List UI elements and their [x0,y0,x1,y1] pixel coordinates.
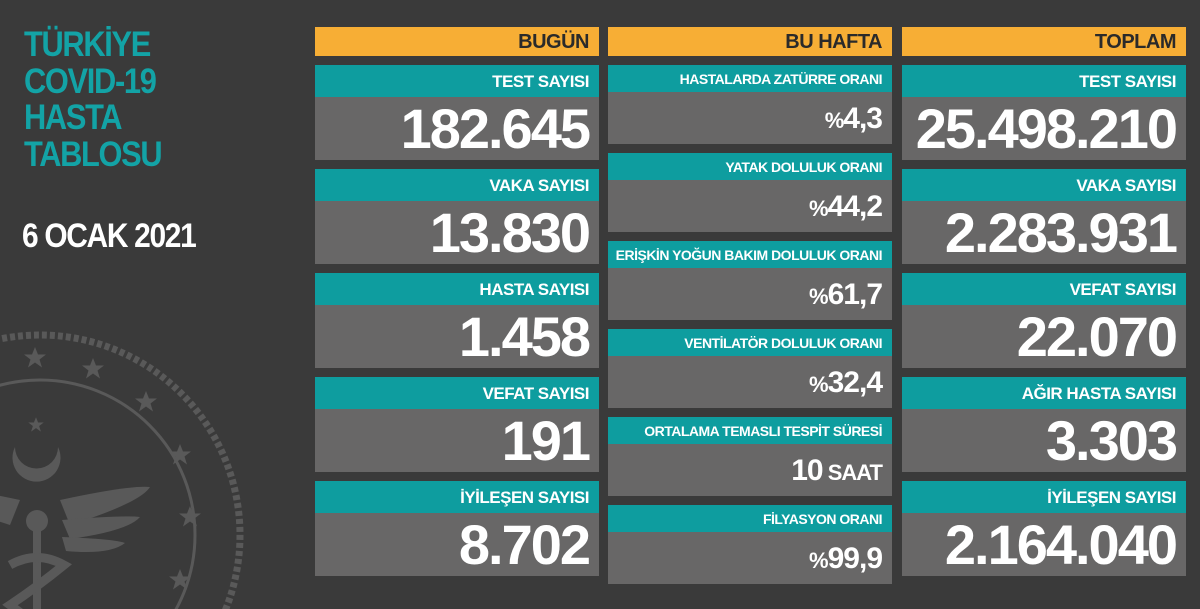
card-label: FİLYASYON ORANI [608,505,892,532]
card-label: AĞIR HASTA SAYISI [902,377,1186,409]
today-patient-card: HASTA SAYISI 1.458 [315,273,599,368]
week-filiation-card: FİLYASYON ORANI %99,9 [608,505,892,584]
percent-sign: % [809,548,829,573]
title-line-3: HASTA [24,98,123,137]
card-value: 182.645 [315,97,599,160]
week-header: BU HAFTA [608,27,892,56]
card-label: VAKA SAYISI [315,169,599,201]
card-value: %4,3 [608,92,892,144]
week-contact-detection-time-card: ORTALAMA TEMASLI TESPİT SÜRESİ 10 SAAT [608,417,892,496]
total-test-card: TEST SAYISI 25.498.210 [902,65,1186,160]
card-label: HASTA SAYISI [315,273,599,305]
card-value: 25.498.210 [902,97,1186,160]
unit-label: SAAT [822,460,883,485]
card-label: TEST SAYISI [315,65,599,97]
card-label: TEST SAYISI [902,65,1186,97]
card-label: VEFAT SAYISI [902,273,1186,305]
value-number: 32,4 [827,366,883,399]
total-case-card: VAKA SAYISI 2.283.931 [902,169,1186,264]
title-panel: TÜRKİYE COVID-19 HASTA TABLOSU 6 OCAK 20… [0,0,310,609]
card-value: 8.702 [315,513,599,576]
card-value: 1.458 [315,305,599,368]
page-title: TÜRKİYE COVID-19 HASTA TABLOSU [24,25,163,174]
percent-sign: % [809,284,829,309]
card-label: ORTALAMA TEMASLI TESPİT SÜRESİ [608,417,892,444]
card-value: 10 SAAT [608,444,892,496]
today-header: BUGÜN [315,27,599,56]
value-number: 4,3 [843,102,883,135]
card-value: 3.303 [902,409,1186,472]
total-severe-patient-card: AĞIR HASTA SAYISI 3.303 [902,377,1186,472]
ministry-emblem-icon [0,331,244,609]
percent-sign: % [824,108,845,133]
card-label: İYİLEŞEN SAYISI [315,481,599,513]
card-value: 2.164.040 [902,513,1186,576]
title-line-2: COVID-19 [24,61,157,101]
card-label: HASTALARDA ZATÜRRE ORANI [608,65,892,92]
value-number: 99,9 [827,542,883,575]
week-icu-occupancy-card: ERİŞKİN YOĞUN BAKIM DOLULUK ORANI %61,7 [608,241,892,320]
card-value: 2.283.931 [902,201,1186,264]
today-column: BUGÜN TEST SAYISI 182.645 VAKA SAYISI 13… [315,27,599,585]
week-bed-occupancy-card: YATAK DOLULUK ORANI %44,2 [608,153,892,232]
week-ventilator-occupancy-card: VENTİLATÖR DOLULUK ORANI %32,4 [608,329,892,408]
card-label: VEFAT SAYISI [315,377,599,409]
today-recovered-card: İYİLEŞEN SAYISI 8.702 [315,481,599,576]
total-column: TOPLAM TEST SAYISI 25.498.210 VAKA SAYIS… [902,27,1186,585]
today-case-card: VAKA SAYISI 13.830 [315,169,599,264]
total-header: TOPLAM [902,27,1186,56]
card-label: İYİLEŞEN SAYISI [902,481,1186,513]
percent-sign: % [809,372,829,397]
card-value: 191 [315,409,599,472]
today-test-card: TEST SAYISI 182.645 [315,65,599,160]
card-value: 13.830 [315,201,599,264]
card-value: %61,7 [608,268,892,320]
value-number: 10 [791,454,823,487]
card-value: 22.070 [902,305,1186,368]
report-date: 6 OCAK 2021 [22,217,197,255]
card-label: VAKA SAYISI [902,169,1186,201]
card-value: %99,9 [608,532,892,584]
week-column: BU HAFTA HASTALARDA ZATÜRRE ORANI %4,3 Y… [608,27,892,593]
card-label: YATAK DOLULUK ORANI [608,153,892,180]
card-label: ERİŞKİN YOĞUN BAKIM DOLULUK ORANI [608,241,892,268]
percent-sign: % [809,196,829,221]
card-value: %32,4 [608,356,892,408]
title-line-1: TÜRKİYE [24,25,151,64]
today-death-card: VEFAT SAYISI 191 [315,377,599,472]
total-death-card: VEFAT SAYISI 22.070 [902,273,1186,368]
card-label: VENTİLATÖR DOLULUK ORANI [608,329,892,356]
value-number: 61,7 [827,278,883,311]
total-recovered-card: İYİLEŞEN SAYISI 2.164.040 [902,481,1186,576]
week-pneumonia-card: HASTALARDA ZATÜRRE ORANI %4,3 [608,65,892,144]
title-line-4: TABLOSU [24,134,163,174]
value-number: 44,2 [827,190,883,223]
card-value: %44,2 [608,180,892,232]
